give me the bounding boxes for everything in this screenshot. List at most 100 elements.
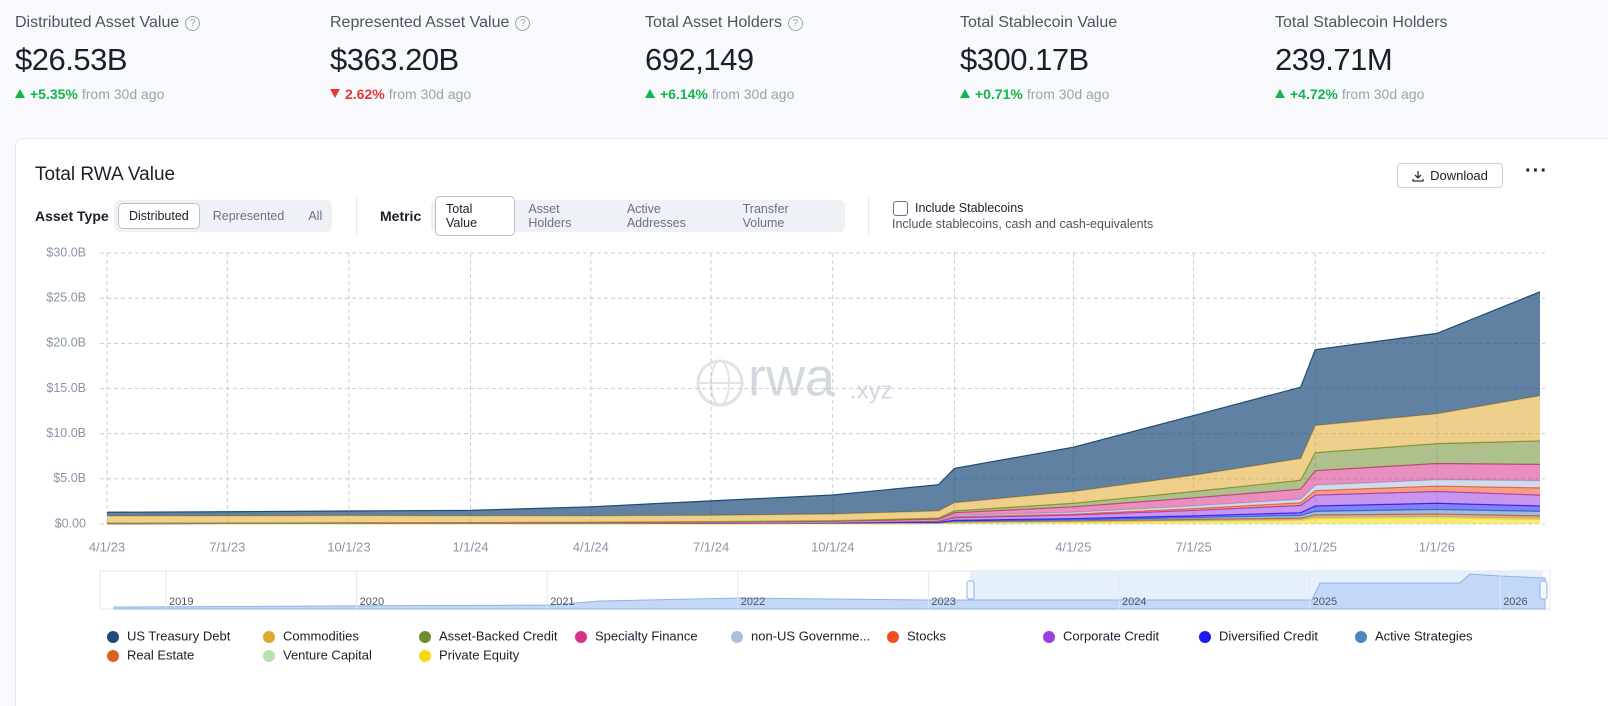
stablecoin-checkbox[interactable] [893,201,908,216]
stat-change: +5.35% from 30d ago [15,86,315,102]
change-value: +6.14% [660,86,708,102]
area-line [106,395,1541,517]
stat-value: $363.20B [330,42,459,77]
change-value: +4.72% [1290,86,1338,102]
divider [868,196,869,236]
x-tick-label: 10/1/25 [1294,539,1337,554]
info-icon[interactable]: ? [787,15,803,31]
trend-arrow [1275,89,1285,98]
x-tick-label: 1/1/24 [452,539,488,554]
x-tick-label: 7/1/23 [209,539,245,554]
legend-marker [263,631,275,643]
area-band [107,440,1540,524]
x-tick-label: 4/1/25 [1055,539,1091,554]
stablecoin-description: Include stablecoins, cash and cash-equiv… [892,217,1154,231]
change-note: from 30d ago [1026,86,1110,102]
x-tick-label: 4/1/24 [573,539,609,554]
x-tick-label: 10/1/24 [811,539,854,554]
change-note: from 30d ago [388,86,472,102]
y-tick-label: $25.0B [46,290,86,304]
stat-change: +6.14% from 30d ago [645,86,945,102]
legend-marker [1199,631,1211,643]
watermark-text: rwa [748,347,836,407]
metric-toggle: Total Value Asset Holders Active Addresses… [431,196,845,236]
stat-change: +4.72% from 30d ago [1275,86,1575,102]
x-tick-label: 4/1/23 [89,539,125,554]
stat-label-text: Distributed Asset Value [15,14,180,31]
legend-marker [419,650,431,662]
navigator-area [113,573,1546,610]
toggle-option[interactable]: Active Addresses [626,202,686,230]
download-icon [1412,170,1424,182]
stat-card: Total Stablecoin Value $300.17B +0.71% from… [960,12,1260,102]
legend-label[interactable]: Private Equity [439,647,520,662]
legend-label[interactable]: Corporate Credit [1063,628,1159,643]
area-band [107,491,1540,524]
legend-marker [575,631,587,643]
stat-label-text: Total Asset Holders [645,14,782,31]
area-band [107,291,1540,516]
stat-label: Total Stablecoin Holders [1275,12,1575,34]
legend-label[interactable]: Asset-Backed Credit [439,628,558,643]
area-band [107,486,1540,524]
toggle-option[interactable]: Asset Holders [528,202,572,230]
metric-label: Metric [380,208,422,224]
legend-label[interactable]: Venture Capital [283,647,372,662]
toggle-option[interactable]: Represented [212,209,285,223]
watermark [696,359,744,407]
info-icon[interactable]: ? [185,15,201,31]
stat-label-text: Total Stablecoin Holders [1275,14,1448,31]
legend-label[interactable]: Active Strategies [1375,628,1473,643]
x-tick-label: 7/1/25 [1176,539,1212,554]
y-tick-label: $5.0B [53,471,86,485]
toggle-option[interactable]: Distributed [118,203,200,229]
legend-marker [1355,631,1367,643]
change-note: from 30d ago [81,86,165,102]
navigator [99,570,1551,610]
navigator-label: 2021 [550,596,574,608]
x-tick-label: 1/1/26 [1419,539,1455,554]
change-value: 2.62% [345,86,385,102]
toggle-option[interactable]: Transfer Volume [742,202,789,230]
watermark-suffix: .xyz [850,377,893,404]
legend-label[interactable]: US Treasury Debt [127,628,231,643]
change-value: +0.71% [975,86,1023,102]
stat-label: Distributed Asset Value? [15,12,315,34]
y-tick-label: $10.0B [46,426,86,440]
legend-marker [107,650,119,662]
more-menu[interactable]: ··· [1525,160,1548,182]
area-band [107,479,1540,524]
x-tick-label: 1/1/25 [936,539,972,554]
trend-arrow [330,89,340,98]
legend-marker [419,631,431,643]
info-icon[interactable]: ? [515,15,531,31]
navigator-handle[interactable] [966,580,975,600]
legend-label[interactable]: Commodities [283,628,359,643]
trend-arrow [645,89,655,98]
stat-value: $26.53B [15,42,128,77]
toggle-option[interactable]: Total Value [435,196,516,236]
stat-label: Total Asset Holders? [645,12,945,34]
legend-label[interactable]: Stocks [907,628,947,643]
stat-value: $300.17B [960,42,1089,77]
navigator-handle[interactable] [1539,580,1548,600]
stat-card: Represented Asset Value? $363.20B 2.62% fro… [330,12,630,102]
download-button[interactable]: Download [1397,163,1503,188]
legend-marker [107,631,119,643]
navigator-label: 2023 [931,596,955,608]
legend-label[interactable]: Diversified Credit [1219,628,1318,643]
trend-arrow [15,89,25,98]
legend-label[interactable]: Specialty Finance [595,628,698,643]
navigator-label: 2019 [169,596,193,608]
navigator-label: 2022 [741,596,765,608]
navigator-label: 2026 [1503,596,1527,608]
legend-label[interactable]: Real Estate [127,647,194,662]
legend-marker [887,631,899,643]
asset-type-label: Asset Type [35,208,109,224]
legend-label[interactable]: non-US Governme... [751,628,870,643]
toggle-option[interactable]: All [308,209,323,223]
stat-value: 239.71M [1275,42,1393,77]
y-tick-label: $0.00 [55,516,86,530]
